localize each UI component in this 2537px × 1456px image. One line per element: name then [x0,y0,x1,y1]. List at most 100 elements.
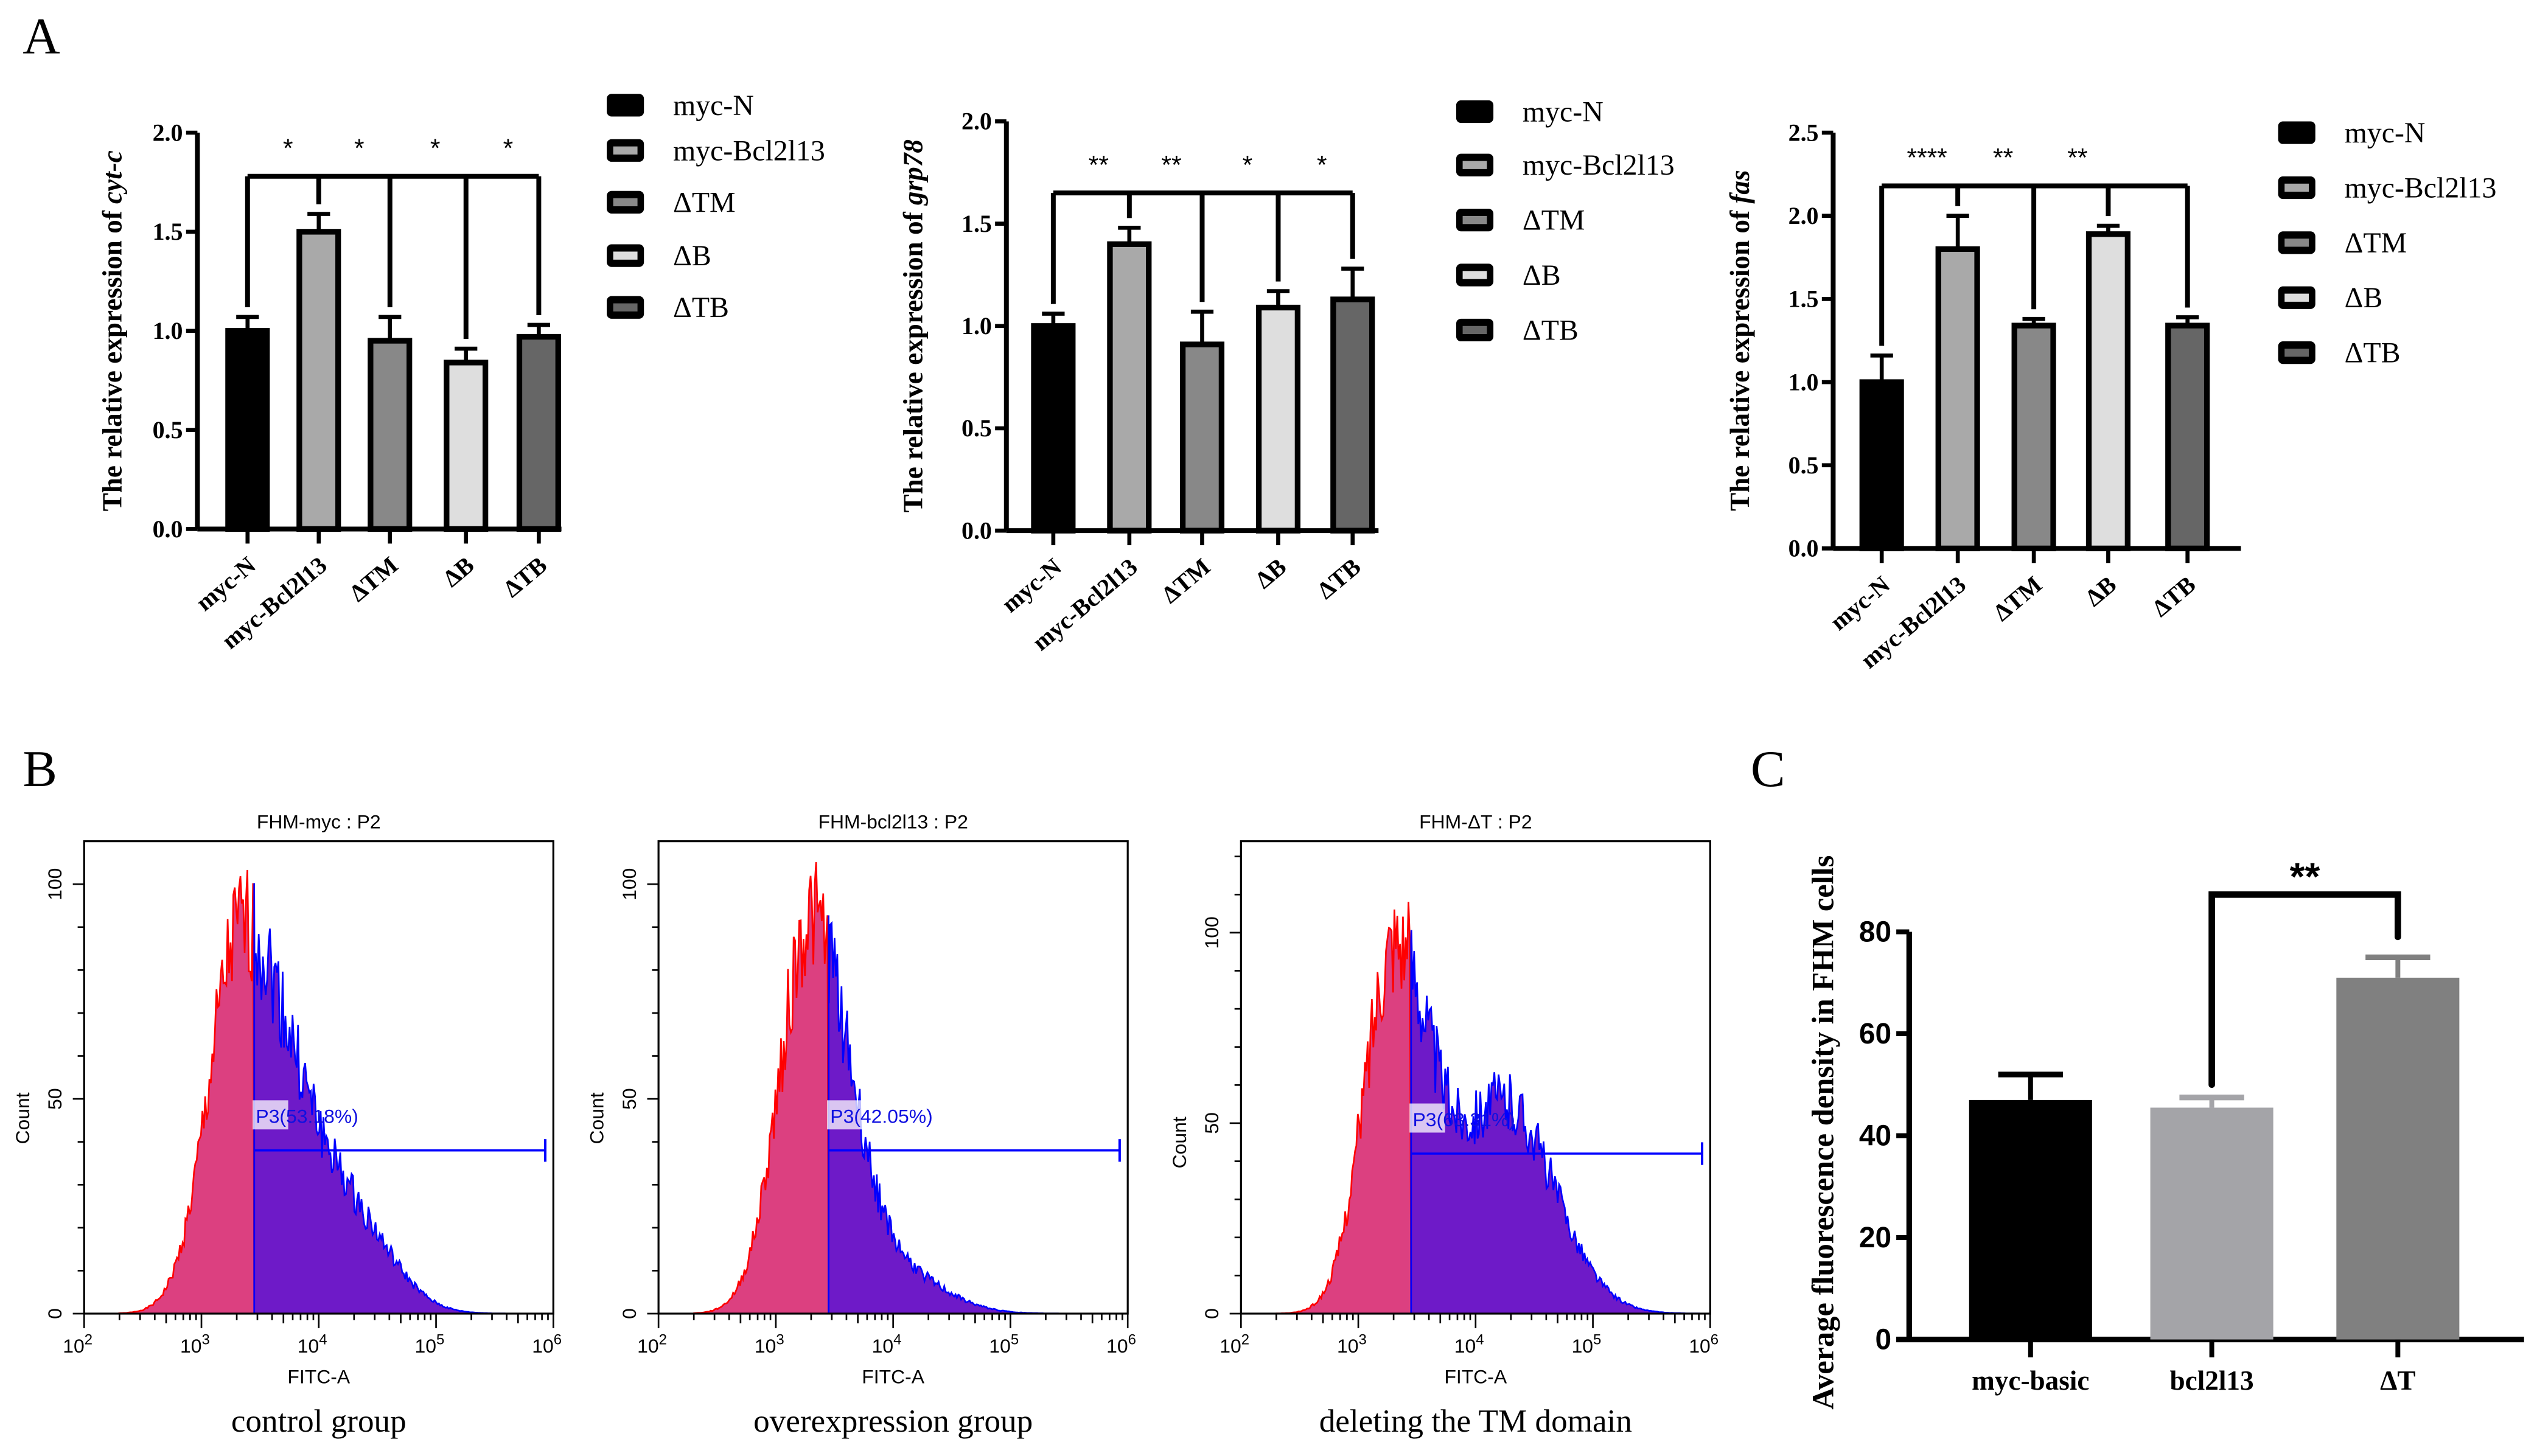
bar [1969,1099,2092,1340]
significance-label: **** [1907,144,1947,173]
legend-swatch [1456,100,1494,124]
legend-label: myc-N [1523,96,1604,128]
legend-swatch-fill [1462,271,1487,279]
x-tick-exponent: 6 [1711,1332,1719,1348]
y-tick-label: 0.0 [153,515,183,543]
legend-swatch-fill [613,198,638,207]
y-axis-label: The relative expression of grp78 [898,139,929,512]
y-tick-label: 1.0 [153,317,183,344]
y-tick-label: 2.0 [961,108,992,135]
y-label-gene: grp78 [898,139,929,206]
legend-swatch-fill [1462,161,1487,169]
legend-swatch-fill [2284,293,2309,302]
legend-swatch [2278,121,2315,144]
x-tick-label: bcl2l13 [2170,1365,2254,1396]
significance-label: * [354,134,365,163]
histogram-caption: overexpression group [753,1403,1033,1439]
legend-swatch-fill [2284,239,2309,247]
y-tick-label: 100 [44,868,66,900]
bar [2011,322,2056,552]
bar [296,229,341,532]
ungated-population [1274,902,1412,1315]
bar [1935,246,1980,552]
control-histogram: FHM-myc : P2 P3(53.18%) 0 50 100 Count 102 103 1… [12,810,562,1439]
x-tick-label: myc-basic [1972,1365,2089,1396]
bar [368,338,413,532]
y-tick-label: 2.5 [1788,119,1819,146]
significance-label: ** [1089,150,1109,179]
y-tick-label: 80 [1859,916,1891,948]
y-tick-label: 0 [1876,1323,1892,1356]
x-tick-label: 103 [755,1332,784,1357]
bar [1107,241,1152,534]
y-tick-label: 1.0 [1788,368,1819,395]
x-tick-exponent: 2 [659,1332,667,1348]
gate-label: P3(63.31%) [1412,1109,1515,1130]
legend-label: ΔTM [673,186,736,218]
x-tick-label: 104 [872,1332,902,1357]
x-tick-label: 102 [637,1332,667,1357]
overexpression-histogram: FHM-bcl2l13 : P2 P3(42.05%) 0 50 100 Count 102… [586,810,1136,1439]
bar [225,328,270,532]
x-tick-label: ΔTB [2147,571,2201,622]
x-tick-label: 103 [180,1332,210,1357]
x-tick-exponent: 4 [893,1332,901,1348]
y-tick-label: 2.0 [153,119,183,146]
x-tick-label: myc-N [1824,570,1895,635]
legend-label: ΔTM [1523,204,1585,237]
y-tick-label: 0.5 [961,414,992,442]
x-axis-label: FITC-A [1444,1365,1507,1387]
legend-label: ΔTB [2345,337,2401,369]
gated-population [1410,930,1705,1315]
bar [2336,977,2460,1340]
bar [1179,341,1225,534]
y-label-gene: cyt-c [97,150,127,204]
legend-label: ΔB [673,240,711,272]
legend-swatch-fill [2284,349,2309,357]
x-tick-exponent: 6 [554,1332,562,1348]
fluorescence-bar-chart: 0 20 40 60 80 Average fluorescence density in… [1806,854,2524,1410]
significance-label: ** [1993,144,2013,173]
tm-deletion-histogram: FHM-ΔT : P2 P3(63.31%) 0 50 100 Count 102 103 10… [1168,810,1719,1439]
x-tick-label: 105 [1572,1332,1602,1357]
gate-label: P3(53.18%) [256,1106,358,1127]
bar [2150,1107,2274,1340]
x-axis-label: FITC-A [862,1365,924,1387]
x-tick-label: 103 [1337,1332,1367,1357]
legend-label: ΔB [1523,259,1561,291]
x-tick-exponent: 3 [201,1332,209,1348]
x-tick-label: ΔB [438,551,479,593]
x-tick-label: ΔTB [1312,552,1366,604]
significance-label: ** [2067,144,2087,173]
y-tick-label: 1.0 [961,312,992,340]
y-tick-label: 2.0 [1788,202,1819,229]
cyt-c-bar-chart: 0.0 0.5 1.0 1.5 2.0 The relative expression o… [97,89,825,655]
legend-label: ΔTB [1523,314,1579,346]
y-label-prefix: The relative expression of [1725,204,1755,511]
y-tick-label: 60 [1859,1018,1891,1050]
x-tick-label: myc-N [996,552,1067,618]
legend-swatch [607,94,644,117]
significance-label: * [1317,150,1327,179]
x-tick-exponent: 4 [319,1332,327,1348]
y-tick-label: 40 [1859,1120,1891,1152]
gate-label-bg [253,1100,288,1130]
x-axis-label: FITC-A [287,1365,350,1387]
bar [1330,296,1375,534]
y-tick-label: 100 [1201,916,1223,949]
significance-label: ** [1161,150,1181,179]
y-axis-label: Count [1168,1116,1190,1168]
legend-swatch-fill [2284,183,2309,192]
y-label-prefix: The relative expression of [97,204,127,511]
y-axis-label: Count [586,1092,608,1144]
x-tick-exponent: 4 [1476,1332,1484,1348]
x-tick-label: 106 [1689,1332,1719,1357]
ungated-population [118,869,256,1315]
legend-swatch-fill [613,146,638,155]
x-tick-exponent: 2 [85,1332,92,1348]
legend-label: ΔTM [2345,227,2407,259]
y-tick-label: 100 [618,868,640,900]
significance-bracket [2208,891,2401,1089]
x-tick-exponent: 5 [436,1332,444,1348]
